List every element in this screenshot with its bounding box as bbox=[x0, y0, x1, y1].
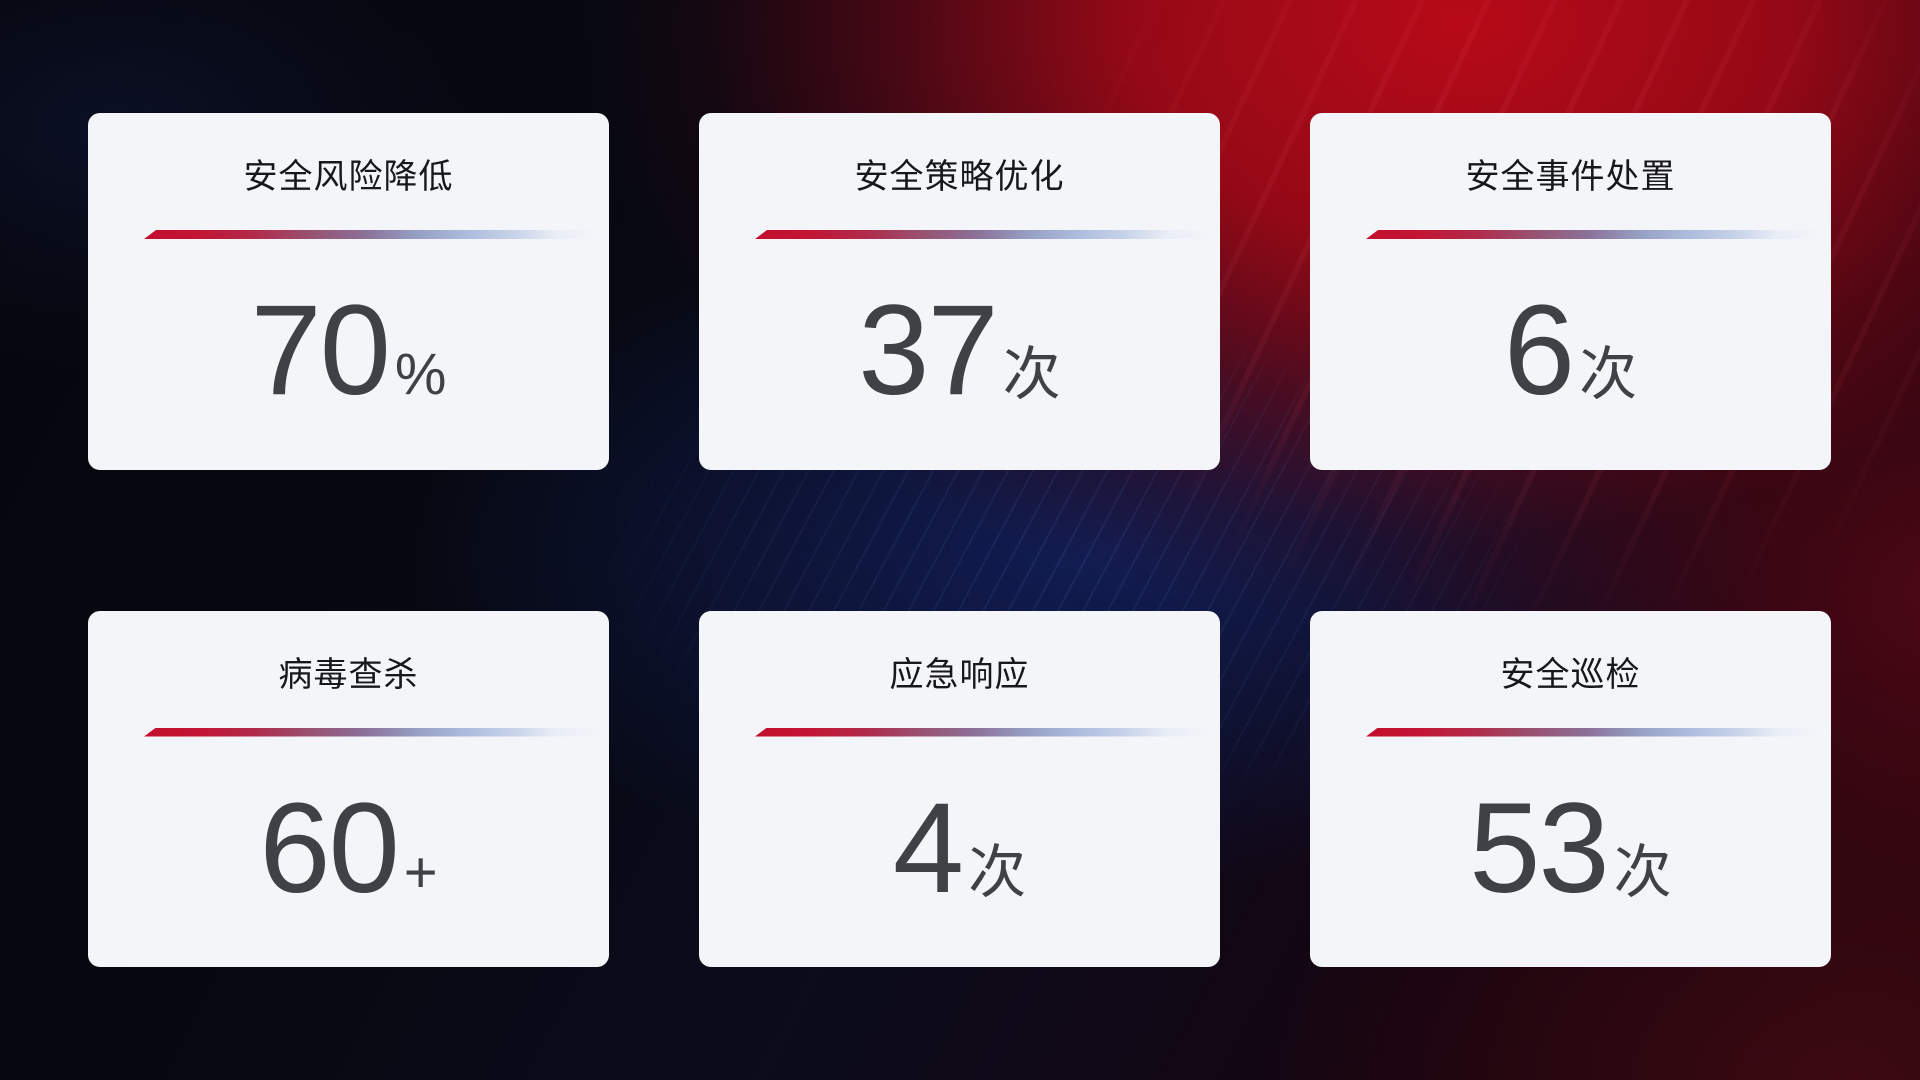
value-number: 60 bbox=[259, 776, 399, 920]
value-number: 37 bbox=[858, 279, 998, 422]
stat-card-virus-scan: 病毒查杀 60 + bbox=[88, 610, 609, 967]
value-unit: 次 bbox=[1002, 342, 1061, 407]
gradient-divider bbox=[755, 230, 1212, 239]
stat-card-security-risk-reduction: 安全风险降低 70 % bbox=[88, 113, 609, 470]
gradient-divider bbox=[144, 727, 601, 737]
stat-card-grid: 安全风险降低 70 % 安全策略优化 37 次 安全事件处置 6 次 病毒查 bbox=[88, 113, 1831, 967]
value-number: 53 bbox=[1469, 776, 1609, 920]
card-title: 应急响应 bbox=[889, 655, 1030, 694]
value-number: 4 bbox=[892, 776, 964, 920]
stat-card-emergency-response: 应急响应 4 次 bbox=[699, 610, 1220, 967]
gradient-divider bbox=[1366, 230, 1823, 239]
card-title: 病毒查杀 bbox=[278, 655, 419, 694]
card-title: 安全事件处置 bbox=[1465, 158, 1676, 196]
stat-card-security-incident-handling: 安全事件处置 6 次 bbox=[1310, 113, 1831, 470]
stat-card-security-policy-optimization: 安全策略优化 37 次 bbox=[699, 113, 1220, 470]
card-value: 37 次 bbox=[699, 287, 1220, 415]
value-unit: 次 bbox=[968, 839, 1027, 905]
card-value: 53 次 bbox=[1310, 776, 1831, 920]
value-number: 6 bbox=[1503, 279, 1575, 422]
card-value: 70 % bbox=[88, 287, 609, 415]
value-number: 70 bbox=[250, 279, 391, 422]
gradient-divider bbox=[1366, 727, 1823, 737]
value-unit: + bbox=[403, 839, 438, 905]
card-value: 60 + bbox=[88, 776, 609, 920]
card-title: 安全策略优化 bbox=[854, 158, 1065, 196]
value-unit: 次 bbox=[1579, 342, 1638, 407]
value-unit: % bbox=[394, 342, 447, 407]
card-value: 6 次 bbox=[1310, 287, 1831, 415]
card-title: 安全风险降低 bbox=[243, 158, 454, 196]
gradient-divider bbox=[755, 727, 1212, 737]
card-value: 4 次 bbox=[699, 776, 1220, 920]
stat-card-security-inspection: 安全巡检 53 次 bbox=[1310, 610, 1831, 967]
value-unit: 次 bbox=[1613, 839, 1672, 905]
gradient-divider bbox=[144, 230, 601, 239]
card-title: 安全巡检 bbox=[1500, 655, 1641, 694]
